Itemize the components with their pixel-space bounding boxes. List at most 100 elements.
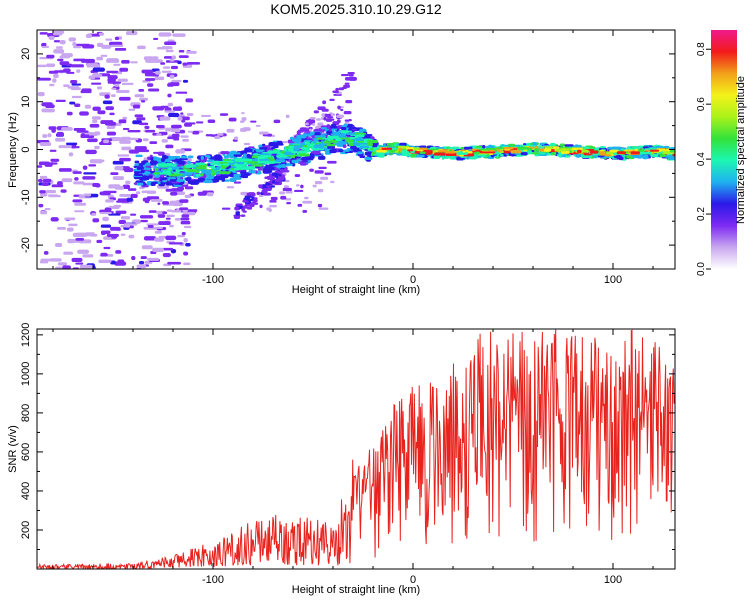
spectrogram-cell <box>205 134 213 137</box>
spectrogram-cell <box>162 201 170 205</box>
spectrogram-cell <box>59 61 69 64</box>
spectrogram-cell <box>554 148 566 152</box>
spectrogram-cell <box>145 129 156 133</box>
spectrogram-cell <box>422 149 433 153</box>
spectrogram-cell <box>164 110 175 113</box>
spectrogram-cell <box>103 139 110 144</box>
spectrogram-cell <box>285 198 292 201</box>
spectrogram-cell <box>54 266 65 269</box>
spectrogram-cell <box>252 194 256 197</box>
spectrogram-cell <box>54 242 63 247</box>
spectrogram-cell <box>39 175 48 180</box>
spectrogram-cell <box>144 72 155 77</box>
spectrogram-cell <box>304 196 309 200</box>
spectrogram-cell <box>675 151 681 155</box>
spectrogram-cell <box>44 163 53 167</box>
spectrogram-cell <box>107 81 122 84</box>
spectrogram-cell <box>71 83 82 86</box>
spectrogram-cell <box>99 191 111 196</box>
spectrogram-cell <box>360 143 369 145</box>
spectrogram-cell <box>372 147 380 151</box>
spectrogram-cell <box>184 186 194 190</box>
spectrogram-cell <box>60 189 67 193</box>
spectrogram-cell <box>178 182 184 186</box>
spectrogram-cell <box>437 150 448 153</box>
spectrogram-cell <box>534 145 539 150</box>
spectrogram-cell <box>171 129 181 133</box>
spectrogram-cell <box>386 142 395 146</box>
spectrogram-cell <box>53 73 59 79</box>
spectrogram-cell <box>155 70 161 75</box>
spectrogram-cell <box>179 207 189 210</box>
spectrogram-cell <box>75 238 85 241</box>
spectrogram-cell <box>130 213 137 216</box>
spectrogram-cell <box>183 238 188 243</box>
spectrogram-cell <box>273 119 281 124</box>
spectrogram-cell <box>165 217 171 220</box>
spectrogram-cell <box>335 143 342 146</box>
spectrogram-cell <box>296 135 304 139</box>
spectrogram-cell <box>91 212 97 216</box>
spectrogram-cell <box>676 152 685 156</box>
spectrogram-cell <box>669 149 675 153</box>
spectrogram-cell <box>82 254 94 258</box>
spectrogram-cell <box>642 154 649 160</box>
spectrogram-cell <box>399 142 407 147</box>
spectrogram-cell <box>133 171 143 174</box>
spectrogram-cell <box>46 54 55 59</box>
spectrogram-cell <box>150 182 156 186</box>
spectrogram-xtick-label: 100 <box>604 274 622 286</box>
spectrogram-cell <box>324 172 332 176</box>
spectrogram-cell <box>48 126 57 130</box>
spectrogram-cell <box>175 169 185 172</box>
spectrogram-cell <box>675 151 682 153</box>
spectrogram-cell <box>110 172 119 176</box>
spectrogram-cell <box>77 249 90 254</box>
spectrogram-cell <box>79 264 93 269</box>
spectrogram-cell <box>235 206 240 210</box>
spectrogram-cell <box>74 202 87 206</box>
spectrogram-cell <box>166 214 175 218</box>
spectrogram-cell <box>167 102 174 107</box>
spectrogram-cell <box>308 128 313 132</box>
spectrogram-cell <box>141 245 153 250</box>
spectrogram-cell <box>488 149 495 152</box>
spectrogram-cell <box>206 192 214 197</box>
spectrogram-cell <box>267 150 278 154</box>
spectrogram-cell <box>166 170 171 174</box>
spectrogram-cell <box>260 153 272 156</box>
spectrogram-cell <box>330 133 338 136</box>
spectrogram-cell <box>180 220 191 225</box>
spectrogram-cell <box>311 148 315 150</box>
spectrogram-cell <box>314 132 321 136</box>
spectrogram-cell <box>263 161 275 164</box>
spectrogram-cell <box>329 98 335 101</box>
spectrogram-cell <box>164 41 177 45</box>
spectrogram-cell <box>240 158 249 162</box>
spectrogram-cell <box>324 148 328 153</box>
spectrogram-cell <box>167 83 174 87</box>
spectrogram-cell <box>581 149 589 153</box>
spectrogram-cell <box>523 143 527 146</box>
spectrogram-cell <box>169 74 175 79</box>
spectrogram-cell <box>111 206 120 209</box>
spectrogram-cell <box>324 113 331 117</box>
spectrogram-cell <box>297 203 303 207</box>
spectrogram-cell <box>89 123 100 128</box>
spectrogram-cell <box>56 46 63 49</box>
spectrogram-cell <box>138 149 150 153</box>
spectrogram-cell <box>259 147 268 150</box>
spectrogram-cell <box>226 128 235 133</box>
spectrogram-cell <box>218 162 228 164</box>
spectrogram-cell <box>233 173 241 177</box>
spectrogram-cell <box>330 180 335 184</box>
spectrogram-cell <box>82 182 95 186</box>
spectrogram-cell <box>125 31 138 36</box>
spectrogram-ytick-label: 10 <box>20 96 32 108</box>
spectrogram-cell <box>615 146 622 151</box>
spectrogram-cell <box>233 136 239 140</box>
spectrogram-cell <box>503 146 514 150</box>
spectrogram-cell <box>89 233 98 237</box>
spectrogram-cell <box>141 69 153 74</box>
